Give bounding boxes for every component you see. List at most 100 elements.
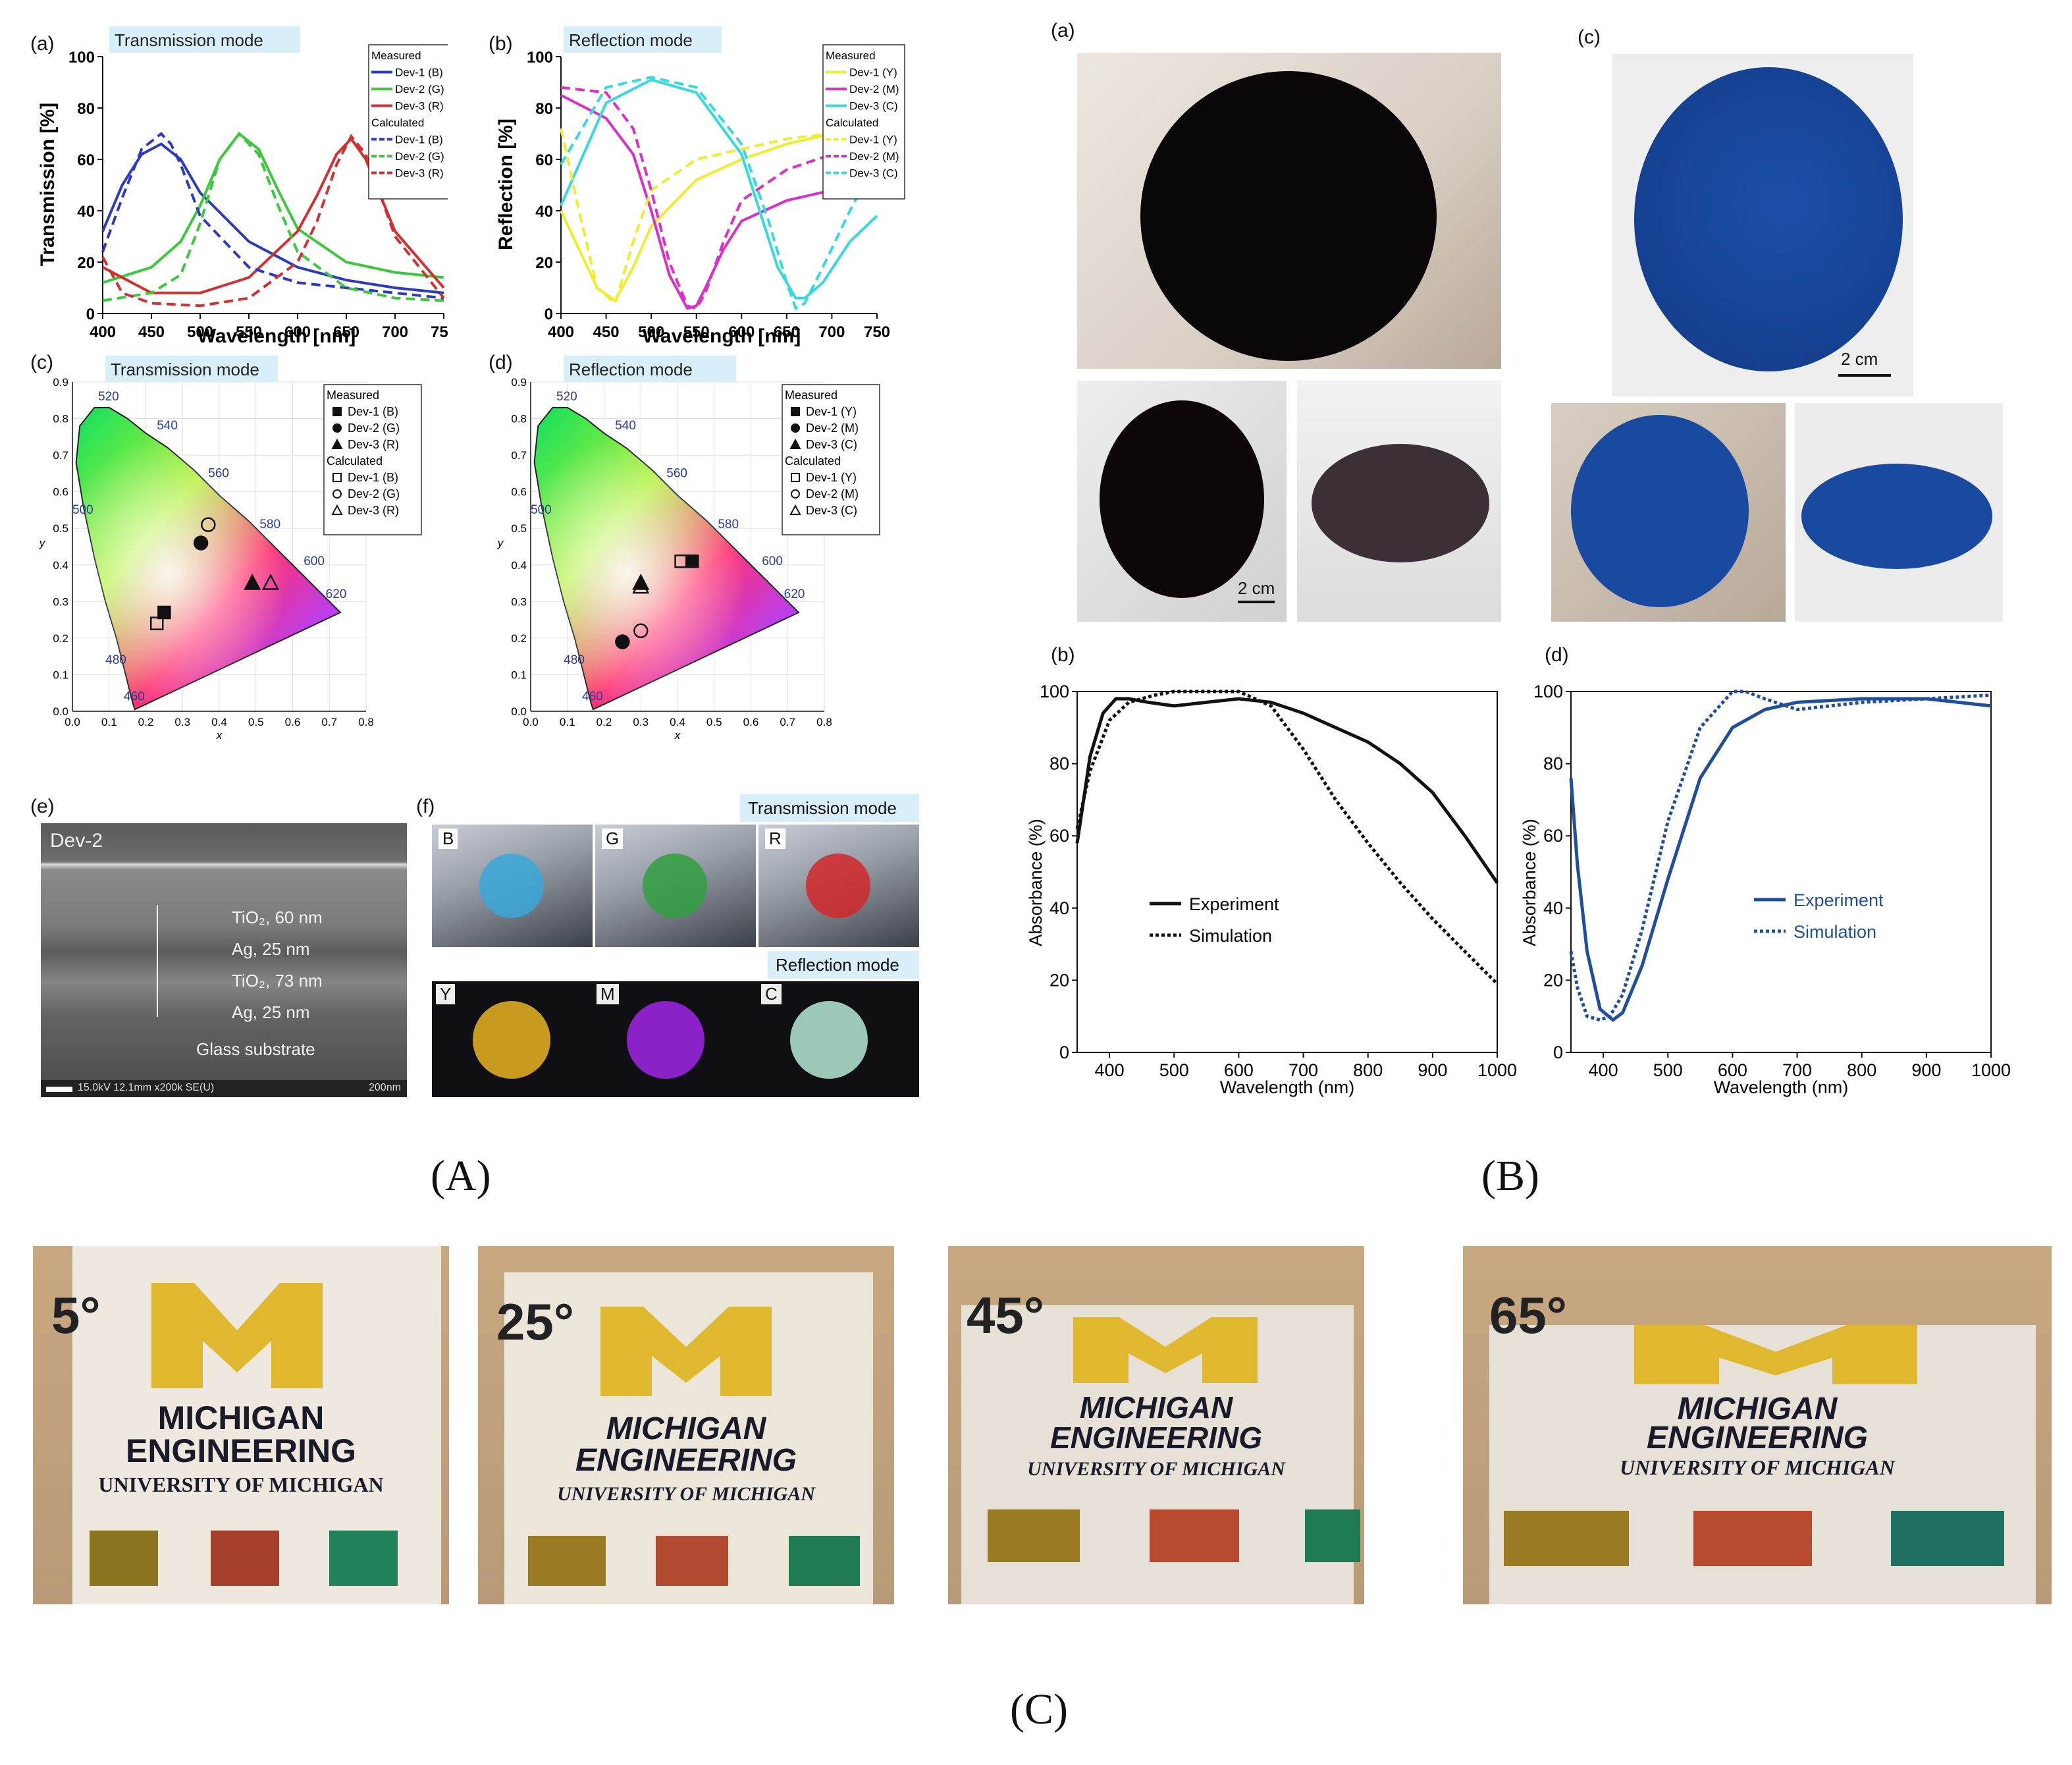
cie-chart-A-c: 0.0 0.1 0.2 0.3 0.4 0.5 0.6 0.7 0.8 0.0 0.1 0.2 0.3 0… xyxy=(39,356,422,742)
x-axis-label: Wavelength (nm) xyxy=(1714,1077,1849,1097)
wafer-blue-hand xyxy=(1551,403,1786,622)
y-tick-label: 0.7 xyxy=(511,449,527,462)
wavelength-mark: 520 xyxy=(556,390,577,404)
x-axis-label: x xyxy=(674,729,681,742)
y-tick-label: 0 xyxy=(1059,1043,1069,1062)
y-tick-label: 20 xyxy=(1543,970,1563,990)
series-line-4 xyxy=(560,127,878,306)
x-tick-label: 900 xyxy=(1418,1060,1447,1080)
cie-chart-A-d: 0.0 0.1 0.2 0.3 0.4 0.5 0.6 0.7 0.8 0.0 0.1 0.2 0.3 0… xyxy=(497,356,880,742)
legend-marker xyxy=(332,407,342,416)
y-tick-label: 0.0 xyxy=(53,705,68,718)
plot-frame xyxy=(1076,691,1498,1053)
y-tick-label: 0.1 xyxy=(511,668,527,681)
wavelength-mark: 580 xyxy=(259,518,280,531)
x-tick-label: 0.3 xyxy=(633,716,649,728)
legend-entry: Dev-2 (M) xyxy=(806,487,859,501)
series-line-2 xyxy=(1569,690,1992,1022)
scale-bar-right xyxy=(1838,374,1891,377)
legend: Experiment Simulation xyxy=(1754,890,1884,942)
wavelength-mark: 480 xyxy=(105,653,126,667)
y-tick-label: 0.8 xyxy=(53,413,68,425)
x-tick-label: 0.0 xyxy=(65,716,80,728)
x-tick-label: 0.5 xyxy=(706,716,722,728)
x-tick-label: 0.6 xyxy=(743,716,759,728)
wavelength-mark: 500 xyxy=(72,503,93,517)
legend-entry: Dev-1 (Y) xyxy=(806,471,857,484)
legend-entry: Dev-3 (R) xyxy=(348,504,399,517)
legend-marker xyxy=(331,438,343,449)
x-tick-label: 600 xyxy=(1224,1060,1254,1080)
x-tick-label: 0.3 xyxy=(174,716,190,728)
wavelength-mark: 520 xyxy=(98,390,119,404)
wavelength-mark: 600 xyxy=(762,555,783,568)
y-tick-label: 20 xyxy=(77,254,95,272)
data-point-open-square xyxy=(149,616,164,630)
series-line-1 xyxy=(560,127,878,303)
y-tick-label: 0.9 xyxy=(511,376,527,389)
legend-entry: Calculated xyxy=(371,117,424,129)
y-tick-label: 0.6 xyxy=(511,486,527,499)
legend-entry: Dev-1 (Y) xyxy=(806,405,857,418)
legend-entry: Dev-2 (G) xyxy=(348,487,400,501)
layer-label-3: TiO₂, 73 nm xyxy=(232,971,323,991)
scale-bar-left xyxy=(1238,601,1275,603)
sem-device-label: Dev-2 xyxy=(50,830,103,852)
scale-label-left: 2 cm xyxy=(1238,578,1275,598)
legend-entry: Calculated xyxy=(826,117,878,129)
x-tick-label: 0.6 xyxy=(285,716,301,728)
x-tick-label: 1000 xyxy=(1477,1060,1517,1080)
plot-frame xyxy=(1570,691,1992,1053)
x-axis-label: Wavelength [nm] xyxy=(643,325,801,347)
y-tick-label: 0.2 xyxy=(53,632,68,645)
x-tick-label: 0.8 xyxy=(358,716,374,728)
wavelength-mark: 580 xyxy=(718,518,739,531)
legend-marker xyxy=(791,489,800,499)
layer-label-1: TiO₂, 60 nm xyxy=(232,908,323,927)
subfig-label-b-b: (b) xyxy=(1051,644,1075,666)
x-tick-label: 0.2 xyxy=(597,716,612,728)
y-tick-label: 0.2 xyxy=(511,632,527,645)
caption-c: (C) xyxy=(1010,1685,1068,1733)
wavelength-mark: 500 xyxy=(531,503,552,517)
sample-swatch-green xyxy=(1891,1511,2004,1566)
series-line-5 xyxy=(102,131,444,302)
series-line-1 xyxy=(1075,697,1499,884)
sample-swatch-yellow xyxy=(528,1536,606,1586)
wafer-black-front: 2 cm xyxy=(1077,381,1287,622)
series-line-6 xyxy=(101,134,445,308)
y-tick-label: 0 xyxy=(545,306,553,323)
thickness-marker xyxy=(157,905,158,1017)
transmission-tag: Transmission mode xyxy=(740,794,919,822)
logo-line-3: UNIVERSITY OF MICHIGAN xyxy=(98,1473,384,1496)
y-tick-label: 100 xyxy=(1533,682,1563,701)
angle-label: 5° xyxy=(51,1286,101,1344)
data-point-open-square xyxy=(674,554,688,568)
photo-g: G xyxy=(595,825,756,947)
y-tick-label: 100 xyxy=(1040,682,1069,701)
y-axis-label: y xyxy=(39,537,46,549)
photo-r: R xyxy=(758,825,919,947)
white-point-glow xyxy=(76,407,340,710)
reflection-tag: Reflection mode xyxy=(768,951,919,979)
y-axis-label: Absorbance (%) xyxy=(1520,819,1539,946)
angle-photo-1: 5° MICHIGAN ENGINEERING UNIVERSITY OF MI… xyxy=(33,1246,449,1604)
subfig-label-a-b: (b) xyxy=(489,33,513,55)
x-tick-label: 700 xyxy=(1288,1060,1318,1080)
y-tick-label: 0.3 xyxy=(53,595,68,608)
x-axis-label: Wavelength (nm) xyxy=(1220,1077,1355,1097)
subfig-label-a-e: (e) xyxy=(30,796,55,817)
wavelength-mark: 620 xyxy=(784,587,805,601)
subfig-label-a-c: (c) xyxy=(30,352,53,373)
y-tick-label: 60 xyxy=(1543,826,1563,846)
mode-tag: Reflection mode xyxy=(569,360,693,379)
y-tick-label: 60 xyxy=(77,151,95,169)
legend-entry: Dev-3 (R) xyxy=(395,167,444,180)
y-tick-label: 100 xyxy=(527,49,553,67)
sample-swatch-yellow xyxy=(1504,1511,1629,1566)
y-tick-label: 20 xyxy=(535,254,553,272)
legend-entry: Dev-2 (G) xyxy=(348,421,400,435)
y-tick-label: 60 xyxy=(535,151,553,169)
series-line-2 xyxy=(1075,690,1499,985)
legend-simulation: Simulation xyxy=(1793,922,1876,942)
